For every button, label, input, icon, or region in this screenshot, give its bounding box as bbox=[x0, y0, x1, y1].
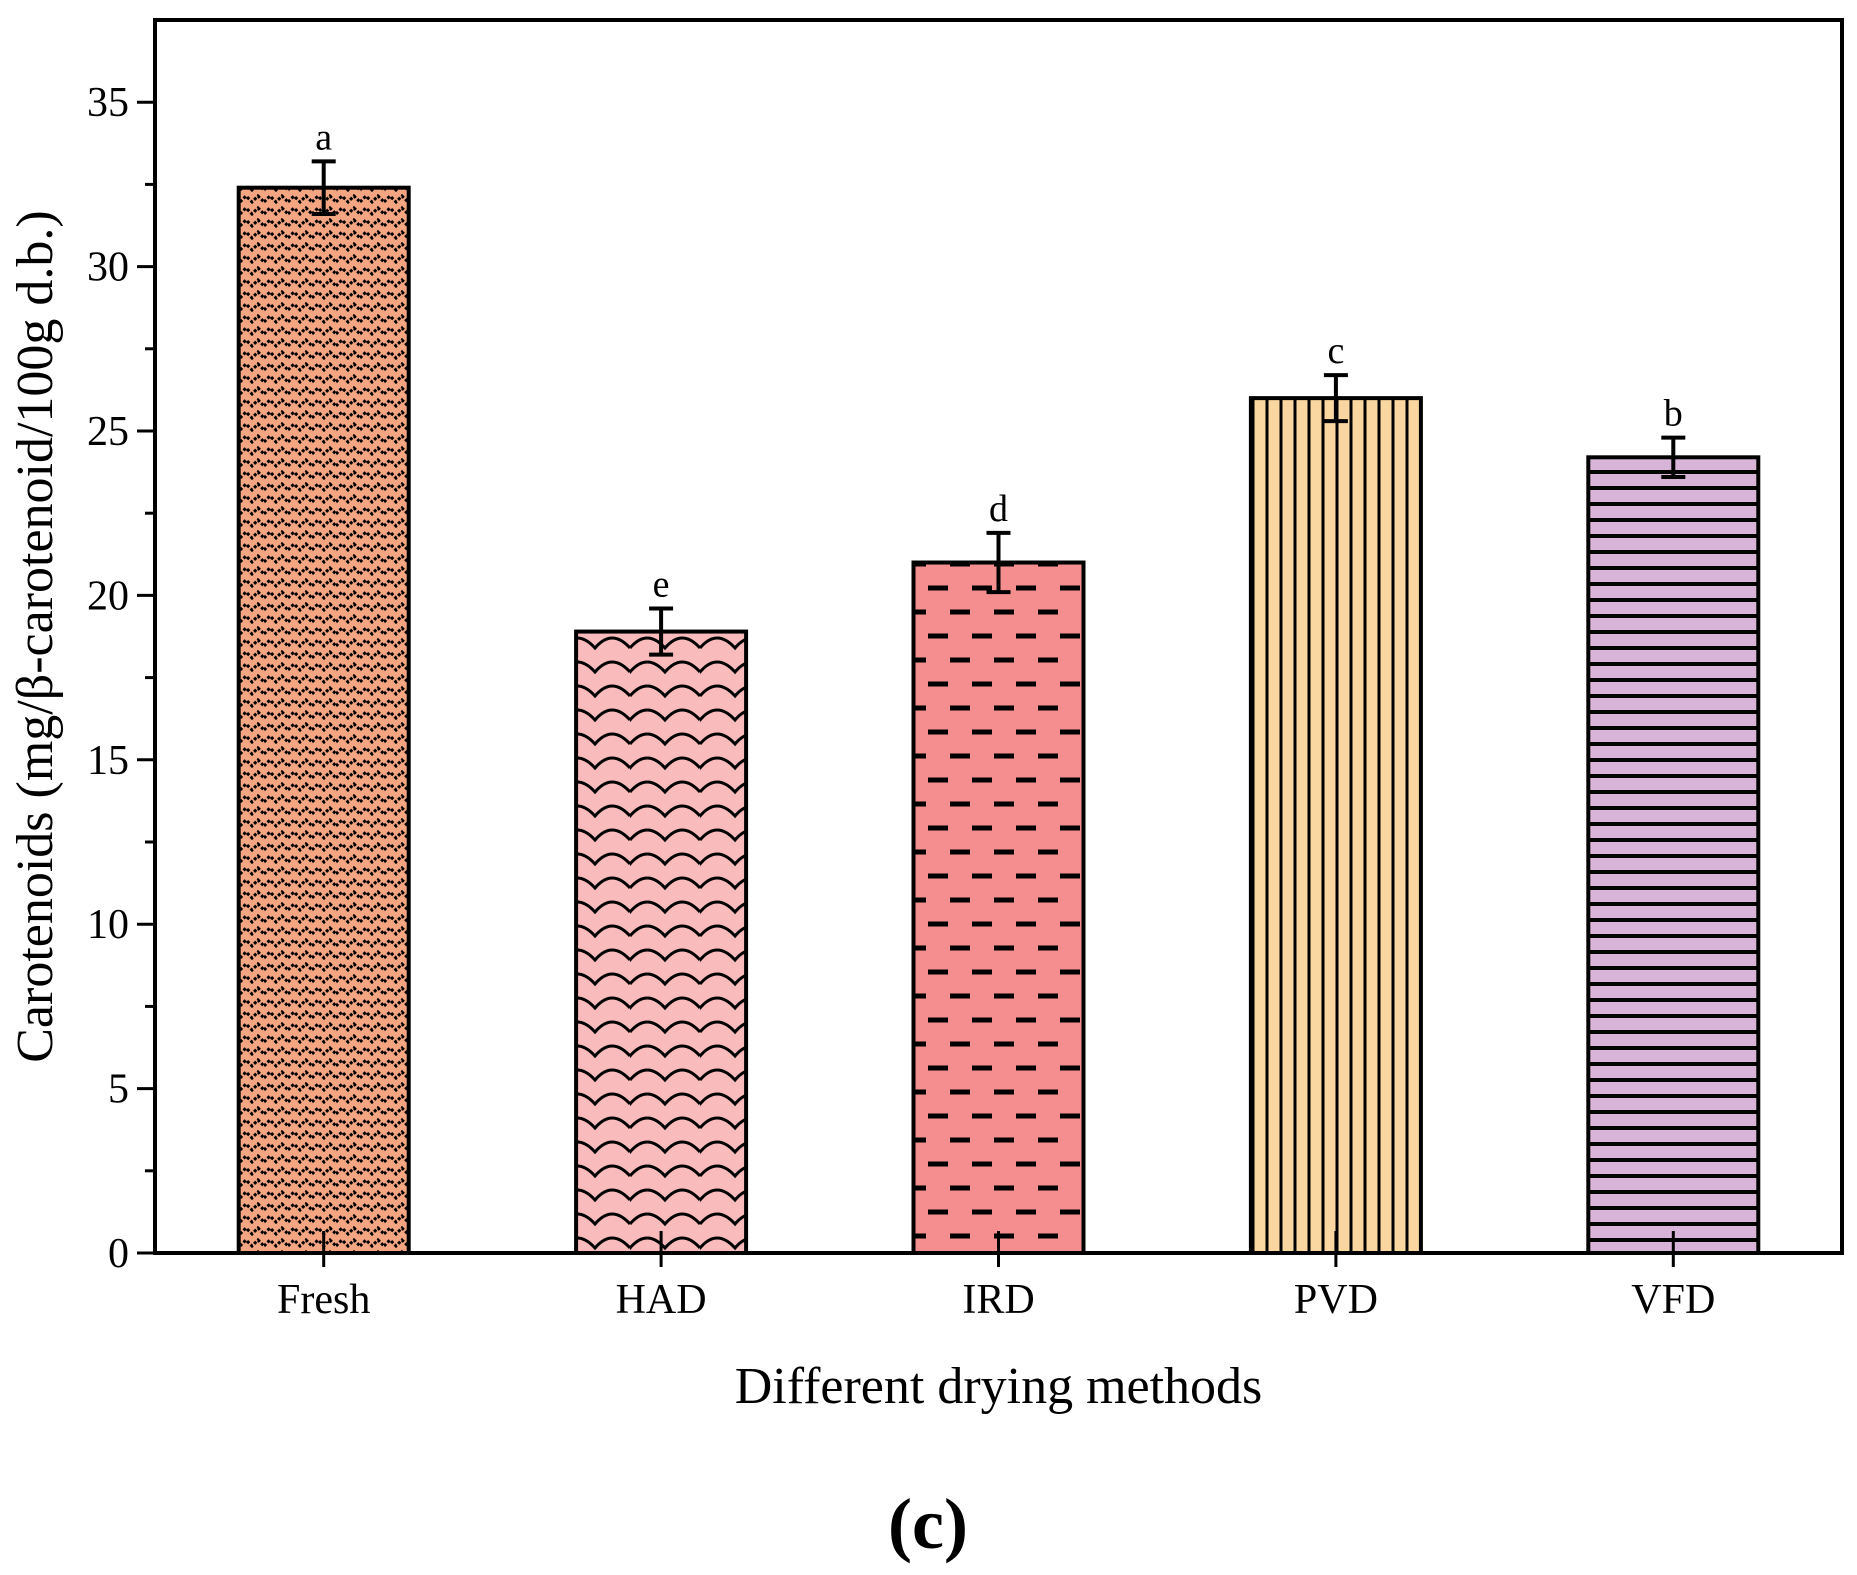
y-tick-label: 35 bbox=[87, 80, 129, 126]
x-tick-label: PVD bbox=[1294, 1277, 1378, 1323]
bar-had bbox=[574, 629, 749, 1255]
x-tick-label: VFD bbox=[1631, 1277, 1715, 1323]
x-axis-ticks: Fresh HAD IRD PVD VFD bbox=[277, 1253, 1715, 1323]
bar-vfd bbox=[1586, 455, 1761, 1255]
error-bars-layer bbox=[311, 159, 1686, 657]
bars-layer bbox=[236, 185, 1761, 1256]
significance-label-ird: d bbox=[989, 488, 1008, 530]
y-axis-ticks: 0 5 10 15 20 25 30 35 bbox=[87, 80, 155, 1277]
y-tick-label: 15 bbox=[87, 738, 129, 784]
x-axis-title: Different drying methods bbox=[735, 1358, 1263, 1415]
y-tick-label: 10 bbox=[87, 902, 129, 948]
significance-label-had: e bbox=[653, 564, 670, 606]
y-tick-label: 25 bbox=[87, 409, 129, 455]
y-tick-label: 20 bbox=[87, 573, 129, 619]
y-tick-label: 30 bbox=[87, 245, 129, 291]
y-axis-title: Carotenoids (mg/β-carotenoid/100g d.b.) bbox=[7, 210, 64, 1063]
bar-fresh bbox=[236, 185, 411, 1256]
significance-labels-layer: a e d c b bbox=[315, 116, 1683, 605]
y-tick-label: 0 bbox=[108, 1231, 129, 1277]
significance-label-pvd: c bbox=[1327, 330, 1344, 372]
y-tick-label: 5 bbox=[108, 1067, 129, 1113]
bar-ird bbox=[911, 560, 1086, 1255]
x-tick-label: Fresh bbox=[277, 1277, 370, 1323]
x-tick-label: HAD bbox=[616, 1277, 707, 1323]
bar-pvd bbox=[1248, 396, 1423, 1255]
significance-label-vfd: b bbox=[1664, 393, 1683, 435]
x-tick-label: IRD bbox=[962, 1277, 1034, 1323]
significance-label-fresh: a bbox=[315, 116, 332, 158]
panel-label: (c) bbox=[888, 1484, 968, 1564]
